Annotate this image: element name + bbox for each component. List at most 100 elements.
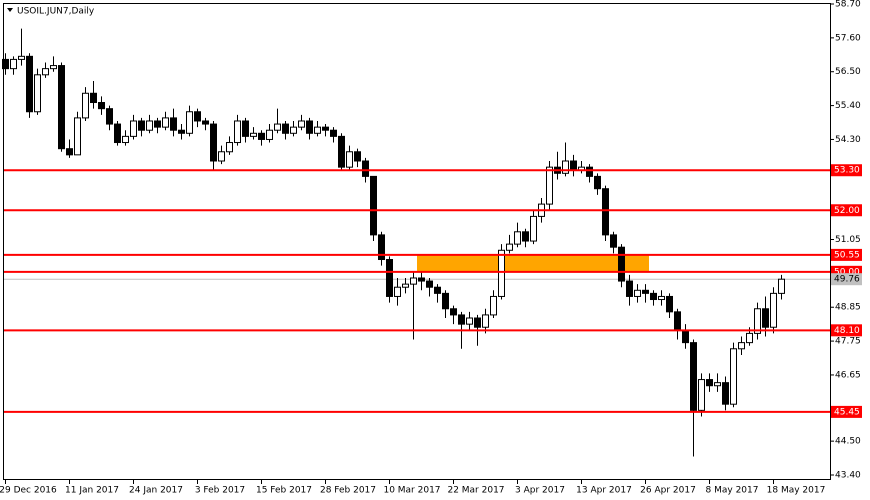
level-label-box: [831, 248, 862, 261]
level-label: 50.55: [834, 250, 860, 260]
candle-body: [666, 295, 673, 313]
candle-body: [338, 135, 345, 168]
candle-body: [458, 314, 465, 325]
x-tick-label: 10 Mar 2017: [383, 486, 440, 496]
candle-body: [570, 160, 577, 171]
plot-frame: [3, 3, 831, 480]
y-tick-label: 47.75: [835, 337, 861, 347]
candle-body: [10, 58, 17, 70]
level-label: 45.45: [834, 407, 860, 417]
y-tick-label: 48.85: [835, 303, 861, 313]
candle-body: [74, 117, 81, 156]
level-label-box: [831, 405, 862, 418]
candle-body: [226, 142, 233, 153]
candle-body: [210, 123, 217, 162]
candle-body: [106, 108, 113, 125]
candle-body: [394, 286, 401, 297]
candle-body: [434, 286, 441, 294]
candle-body: [378, 234, 385, 261]
candle-body: [602, 188, 609, 236]
candle-body: [690, 342, 697, 411]
x-tick-label: 3 Feb 2017: [195, 486, 245, 496]
candle-body: [762, 308, 769, 328]
x-tick-label: 29 Dec 2016: [0, 486, 57, 496]
candle-body: [18, 55, 25, 60]
title-arrow: [7, 8, 13, 12]
level-label-box: [831, 204, 862, 217]
candle-body: [642, 289, 649, 294]
candle-body: [634, 289, 641, 297]
y-tick-label: 46.65: [835, 370, 861, 380]
level-label-box: [831, 324, 862, 337]
candle-body: [90, 92, 97, 104]
candle-body: [610, 234, 617, 248]
candle-body: [682, 329, 689, 344]
candle-body: [450, 308, 457, 316]
chart-title: USOIL.JUN7,Daily: [17, 7, 95, 17]
level-label: 53.30: [834, 166, 860, 176]
candle-body: [514, 231, 521, 245]
candle-body: [738, 342, 745, 350]
candle-body: [778, 278, 785, 294]
candle-body: [178, 129, 185, 134]
candle-body: [546, 166, 553, 205]
x-tick-label: 11 Jan 2017: [65, 486, 119, 496]
y-tick-label: 55.40: [835, 101, 861, 111]
candle-body: [482, 314, 489, 328]
candle-body: [170, 117, 177, 131]
candle-body: [442, 292, 449, 310]
candle-body: [674, 311, 681, 331]
candle-body: [698, 379, 705, 411]
candle-body: [746, 332, 753, 344]
candle-body: [154, 120, 161, 128]
candle-body: [770, 292, 777, 328]
candle-body: [258, 132, 265, 140]
candle-body: [346, 151, 353, 168]
y-tick-label: 54.30: [835, 135, 861, 145]
last-price-box: [831, 273, 862, 286]
candle-body: [202, 120, 209, 125]
candle-body: [474, 317, 481, 328]
candle-body: [354, 151, 361, 162]
candle-body: [50, 65, 57, 70]
y-tick-label: 51.05: [835, 235, 861, 245]
candle-body: [706, 379, 713, 387]
y-tick-label: 44.50: [835, 437, 861, 447]
level-label-box: [831, 164, 862, 177]
last-price-label: 49.76: [834, 275, 860, 285]
candle-body: [330, 129, 337, 137]
candle-body: [186, 111, 193, 134]
candle-body: [466, 317, 473, 325]
x-tick-label: 3 Apr 2017: [515, 486, 565, 496]
candle-body: [522, 231, 529, 242]
candle-body: [754, 308, 761, 334]
candle-body: [714, 382, 721, 387]
candle-body: [426, 280, 433, 288]
candle-body: [42, 68, 49, 76]
candle-body: [410, 277, 417, 285]
x-tick-label: 18 May 2017: [767, 486, 826, 496]
candle-body: [362, 160, 369, 177]
candle-body: [130, 120, 137, 137]
candle-body: [314, 126, 321, 134]
candle-body: [2, 58, 9, 70]
candle-body: [722, 382, 729, 405]
candle-body: [322, 126, 329, 131]
candle-body: [250, 132, 257, 137]
candle-body: [298, 120, 305, 128]
candle-body: [282, 123, 289, 134]
candle-body: [266, 129, 273, 140]
level-label: 52.00: [834, 206, 860, 216]
candle-body: [290, 126, 297, 134]
y-tick-label: 56.50: [835, 67, 861, 77]
candle-body: [306, 120, 313, 134]
candle-body: [98, 102, 105, 110]
x-tick-label: 26 Apr 2017: [640, 486, 696, 496]
candle-body: [162, 117, 169, 128]
candle-body: [58, 65, 65, 150]
candle-body: [618, 246, 625, 282]
candle-body: [386, 259, 393, 297]
candle-body: [218, 151, 225, 162]
candle-body: [490, 295, 497, 316]
candle-body: [594, 175, 601, 190]
